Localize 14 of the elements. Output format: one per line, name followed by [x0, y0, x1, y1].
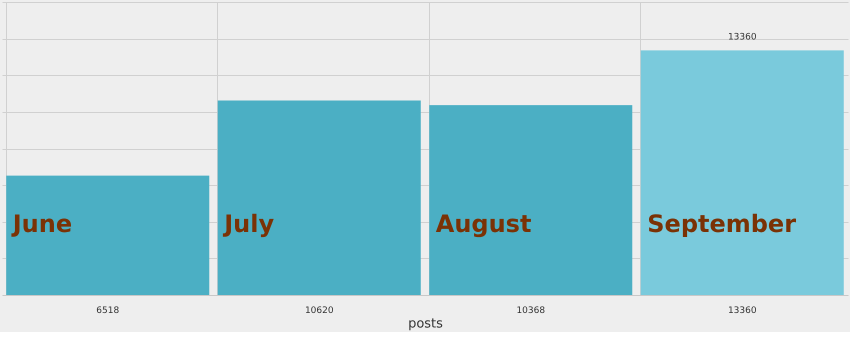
- bar: [6, 176, 210, 295]
- bar: [218, 100, 421, 295]
- data-label: 10620: [304, 306, 334, 316]
- x-axis-title: posts: [408, 316, 444, 332]
- data-label: 13360: [728, 306, 757, 316]
- bar: [429, 105, 632, 295]
- x-tick-label: August: [436, 210, 532, 238]
- annotation: 13360: [728, 32, 757, 42]
- data-label: 6518: [96, 306, 120, 316]
- x-tick-label: June: [10, 210, 72, 238]
- x-tick-label: July: [222, 210, 274, 238]
- x-tick-label: September: [647, 210, 796, 238]
- bar: [640, 50, 844, 295]
- data-label: 10368: [516, 306, 546, 316]
